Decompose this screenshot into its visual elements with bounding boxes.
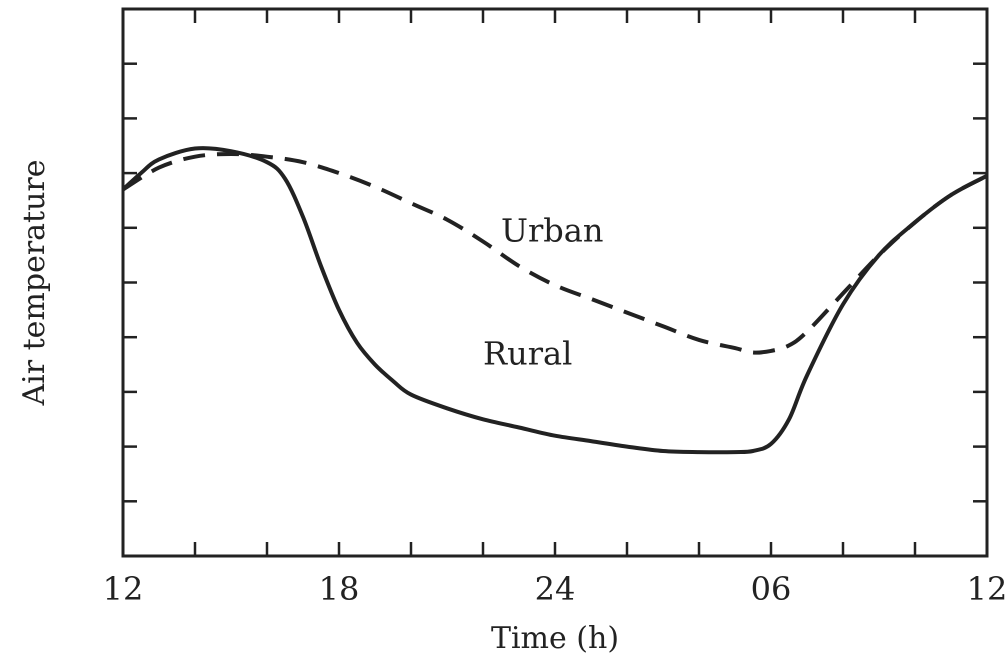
y-axis-title: Air temperature [17, 159, 52, 406]
x-axis-title: Time (h) [491, 621, 619, 656]
series-line-urban [121, 152, 988, 355]
x-tick-labels: 12 18 24 06 12 [103, 570, 1005, 608]
series-label-urban: Urban [501, 211, 603, 249]
x-tick-label: 12 [967, 570, 1005, 608]
x-tick-label: 06 [751, 570, 792, 608]
series-annotations: Urban Rural [483, 211, 603, 372]
x-tick-label: 18 [319, 570, 360, 608]
x-tick-label: 24 [535, 570, 576, 608]
axis-ticks [121, 9, 989, 556]
series-line-rural [121, 146, 988, 455]
x-tick-label: 12 [103, 570, 144, 608]
series-lines [121, 146, 988, 455]
series-label-rural: Rural [483, 335, 572, 373]
